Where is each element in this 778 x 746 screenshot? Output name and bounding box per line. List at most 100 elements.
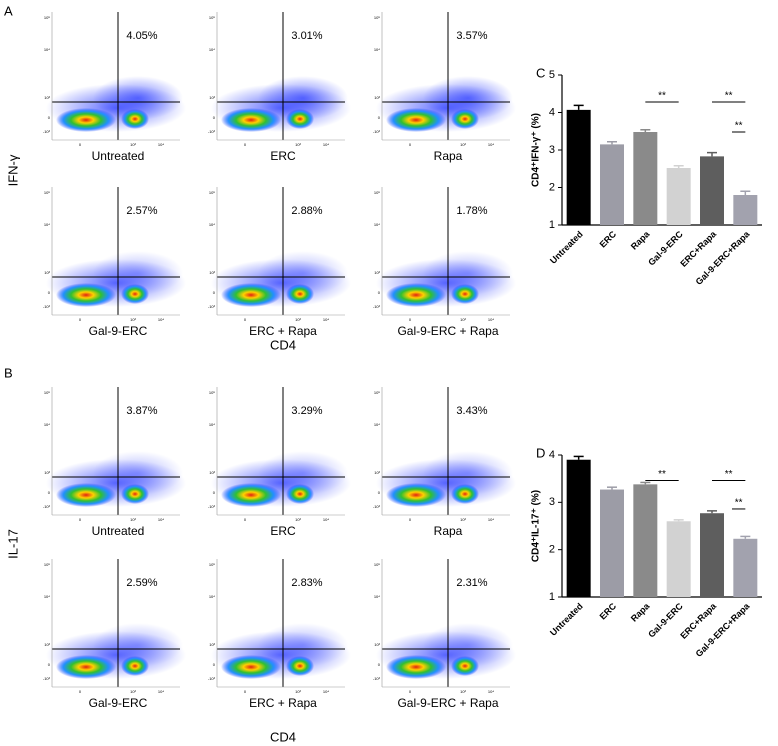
flow-plot: 10⁵ 10⁴ 10³ 0 -10³ 0 10³ 10⁴ 4.05% Untreated — [43, 12, 186, 163]
flow-y-tick: 10³ — [209, 470, 215, 475]
x-tick-label: ERC — [598, 229, 619, 250]
flow-plot: 10⁵ 10⁴ 10³ 0 -10³ 0 10³ 10⁴ 1.78% Gal-9-ERC + Ra… — [373, 187, 516, 338]
flow-plot: 10⁵ 10⁴ 10³ 0 -10³ 0 10³ 10⁴ 3.43% Rapa — [373, 387, 516, 538]
flow-x-tick: 0 — [244, 317, 247, 322]
bar — [566, 109, 591, 225]
flow-y-tick: 10⁵ — [209, 390, 215, 395]
event-cloud — [93, 451, 183, 495]
flow-y-tick: 10³ — [44, 470, 50, 475]
density-blob — [451, 656, 479, 676]
density-blob — [121, 109, 149, 129]
flow-y-tick: 10⁵ — [44, 15, 50, 20]
y-tick-label: 4 — [549, 449, 555, 461]
flow-x-tick: 10³ — [295, 689, 301, 694]
density-blob — [386, 483, 446, 507]
flow-y-tick: 0 — [213, 115, 216, 120]
flow-x-tick: 0 — [244, 142, 247, 147]
flow-x-tick: 10⁴ — [158, 142, 164, 147]
flow-x-tick: 10³ — [130, 517, 136, 522]
flow-y-tick: -10³ — [208, 676, 216, 681]
flow-y-tick: 0 — [48, 490, 51, 495]
density-blob — [286, 109, 314, 129]
density-blob — [121, 484, 149, 504]
density-blob — [221, 655, 281, 679]
flow-y-tick: -10³ — [208, 304, 216, 309]
flow-plot: 10⁵ 10⁴ 10³ 0 -10³ 0 10³ 10⁴ 2.83% ERC + Rapa — [208, 559, 351, 710]
flow-y-tick: 10⁵ — [44, 190, 50, 195]
flow-y-tick: 10⁵ — [209, 15, 215, 20]
density-blob — [56, 483, 116, 507]
flow-y-tick: 10⁴ — [374, 422, 380, 427]
y-tick-label: 1 — [549, 591, 555, 603]
flow-y-tick: 0 — [378, 490, 381, 495]
sample-label: ERC + Rapa — [249, 324, 317, 338]
flow-y-tick: 10⁴ — [44, 222, 50, 227]
flow-y-tick: 10⁵ — [374, 390, 380, 395]
flow-x-tick: 10⁴ — [158, 689, 164, 694]
flow-x-tick: 10³ — [295, 317, 301, 322]
density-blob — [56, 108, 116, 132]
x-tick-label: Untreated — [548, 229, 585, 266]
flow-y-tick: 10⁴ — [209, 594, 215, 599]
flow-x-tick: 0 — [79, 517, 82, 522]
flow-y-tick: -10³ — [43, 304, 51, 309]
event-cloud — [423, 623, 513, 667]
gate-percent: 3.57% — [456, 30, 487, 42]
flow-x-tick: 10⁴ — [488, 517, 494, 522]
flow-y-tick: -10³ — [43, 676, 51, 681]
flow-plot: 10⁵ 10⁴ 10³ 0 -10³ 0 10³ 10⁴ 2.88% ERC + Rapa — [208, 187, 351, 338]
flow-y-tick: 10⁴ — [209, 422, 215, 427]
event-cloud — [423, 251, 513, 295]
flow-y-tick: 0 — [213, 490, 216, 495]
flow-x-tick: 10⁴ — [323, 689, 329, 694]
sample-label: Gal-9-ERC + Rapa — [397, 696, 498, 710]
flow-y-tick: 10⁵ — [44, 390, 50, 395]
flow-plot: 10⁵ 10⁴ 10³ 0 -10³ 0 10³ 10⁴ 3.87% Untreated — [43, 387, 186, 538]
flow-y-tick: -10³ — [373, 504, 381, 509]
flow-x-tick: 10⁴ — [488, 317, 494, 322]
flow-x-tick: 0 — [244, 689, 247, 694]
panel-letter: B — [4, 365, 13, 380]
flow-y-tick: 0 — [213, 290, 216, 295]
group-x-label: CD4 — [270, 337, 296, 352]
panel-letter: C — [536, 65, 545, 80]
flow-x-tick: 0 — [79, 317, 82, 322]
flow-y-tick: -10³ — [43, 504, 51, 509]
bar — [666, 168, 691, 225]
sample-label: Untreated — [92, 149, 145, 163]
flow-y-tick: 0 — [48, 115, 51, 120]
density-blob — [221, 108, 281, 132]
flow-y-tick: 10³ — [44, 95, 50, 100]
event-cloud — [423, 76, 513, 120]
flow-y-tick: 10⁵ — [374, 190, 380, 195]
flow-x-tick: 10³ — [130, 142, 136, 147]
flow-x-tick: 0 — [79, 142, 82, 147]
y-tick-label: 3 — [549, 496, 555, 508]
significance-label: ** — [658, 469, 666, 480]
flow-plot: 10⁵ 10⁴ 10³ 0 -10³ 0 10³ 10⁴ 3.01% ERC — [208, 12, 351, 163]
significance-label: ** — [735, 121, 743, 132]
density-blob — [386, 283, 446, 307]
flow-x-tick: 10³ — [130, 317, 136, 322]
flow-y-tick: 10³ — [209, 95, 215, 100]
sample-label: ERC + Rapa — [249, 696, 317, 710]
bar — [733, 538, 758, 597]
gate-percent: 2.57% — [126, 205, 157, 217]
flow-x-tick: 10⁴ — [158, 517, 164, 522]
flow-y-tick: 10⁴ — [44, 594, 50, 599]
y-tick-label: 2 — [549, 181, 555, 193]
flow-x-tick: 0 — [409, 142, 412, 147]
flow-x-tick: 10⁴ — [323, 517, 329, 522]
bar — [633, 132, 658, 225]
flow-y-tick: -10³ — [373, 676, 381, 681]
event-cloud — [258, 623, 348, 667]
gate-percent: 2.31% — [456, 577, 487, 589]
flow-y-tick: 10⁵ — [209, 190, 215, 195]
gate-percent: 3.29% — [291, 405, 322, 417]
flow-x-tick: 10³ — [295, 517, 301, 522]
flow-y-tick: 0 — [213, 662, 216, 667]
flow-x-tick: 0 — [244, 517, 247, 522]
flow-y-tick: 0 — [378, 662, 381, 667]
flow-x-tick: 10⁴ — [158, 317, 164, 322]
